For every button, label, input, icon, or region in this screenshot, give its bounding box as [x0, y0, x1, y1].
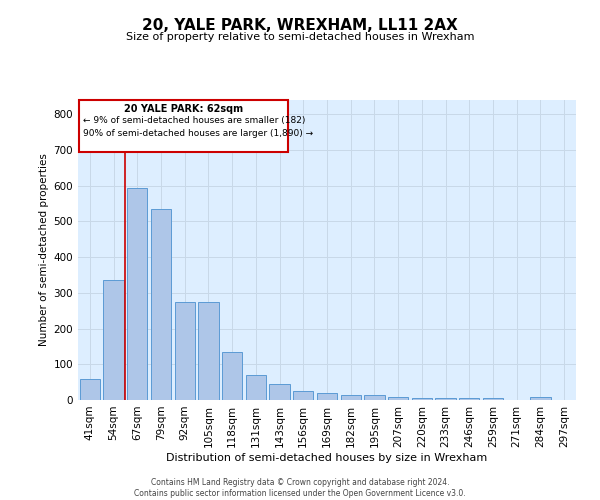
Bar	[436, 398, 455, 400]
Text: 90% of semi-detached houses are larger (1,890) →: 90% of semi-detached houses are larger (…	[83, 128, 313, 138]
Bar	[175, 302, 195, 400]
Bar	[151, 209, 171, 400]
Y-axis label: Number of semi-detached properties: Number of semi-detached properties	[40, 154, 49, 346]
Bar	[317, 393, 337, 400]
Bar	[199, 302, 218, 400]
Text: ← 9% of semi-detached houses are smaller (182): ← 9% of semi-detached houses are smaller…	[83, 116, 305, 125]
Bar	[483, 398, 503, 400]
Bar	[293, 391, 313, 400]
Bar	[80, 378, 100, 400]
Bar	[246, 375, 266, 400]
Bar	[364, 396, 385, 400]
Text: Contains HM Land Registry data © Crown copyright and database right 2024.
Contai: Contains HM Land Registry data © Crown c…	[134, 478, 466, 498]
Bar	[530, 397, 551, 400]
Bar	[388, 397, 408, 400]
FancyBboxPatch shape	[79, 100, 288, 152]
Bar	[269, 384, 290, 400]
Bar	[459, 398, 479, 400]
Text: 20, YALE PARK, WREXHAM, LL11 2AX: 20, YALE PARK, WREXHAM, LL11 2AX	[142, 18, 458, 32]
Text: Size of property relative to semi-detached houses in Wrexham: Size of property relative to semi-detach…	[126, 32, 474, 42]
Text: 20 YALE PARK: 62sqm: 20 YALE PARK: 62sqm	[124, 104, 243, 114]
Bar	[127, 188, 148, 400]
Bar	[103, 280, 124, 400]
Bar	[412, 398, 432, 400]
Bar	[341, 394, 361, 400]
Bar	[222, 352, 242, 400]
X-axis label: Distribution of semi-detached houses by size in Wrexham: Distribution of semi-detached houses by …	[166, 452, 488, 462]
